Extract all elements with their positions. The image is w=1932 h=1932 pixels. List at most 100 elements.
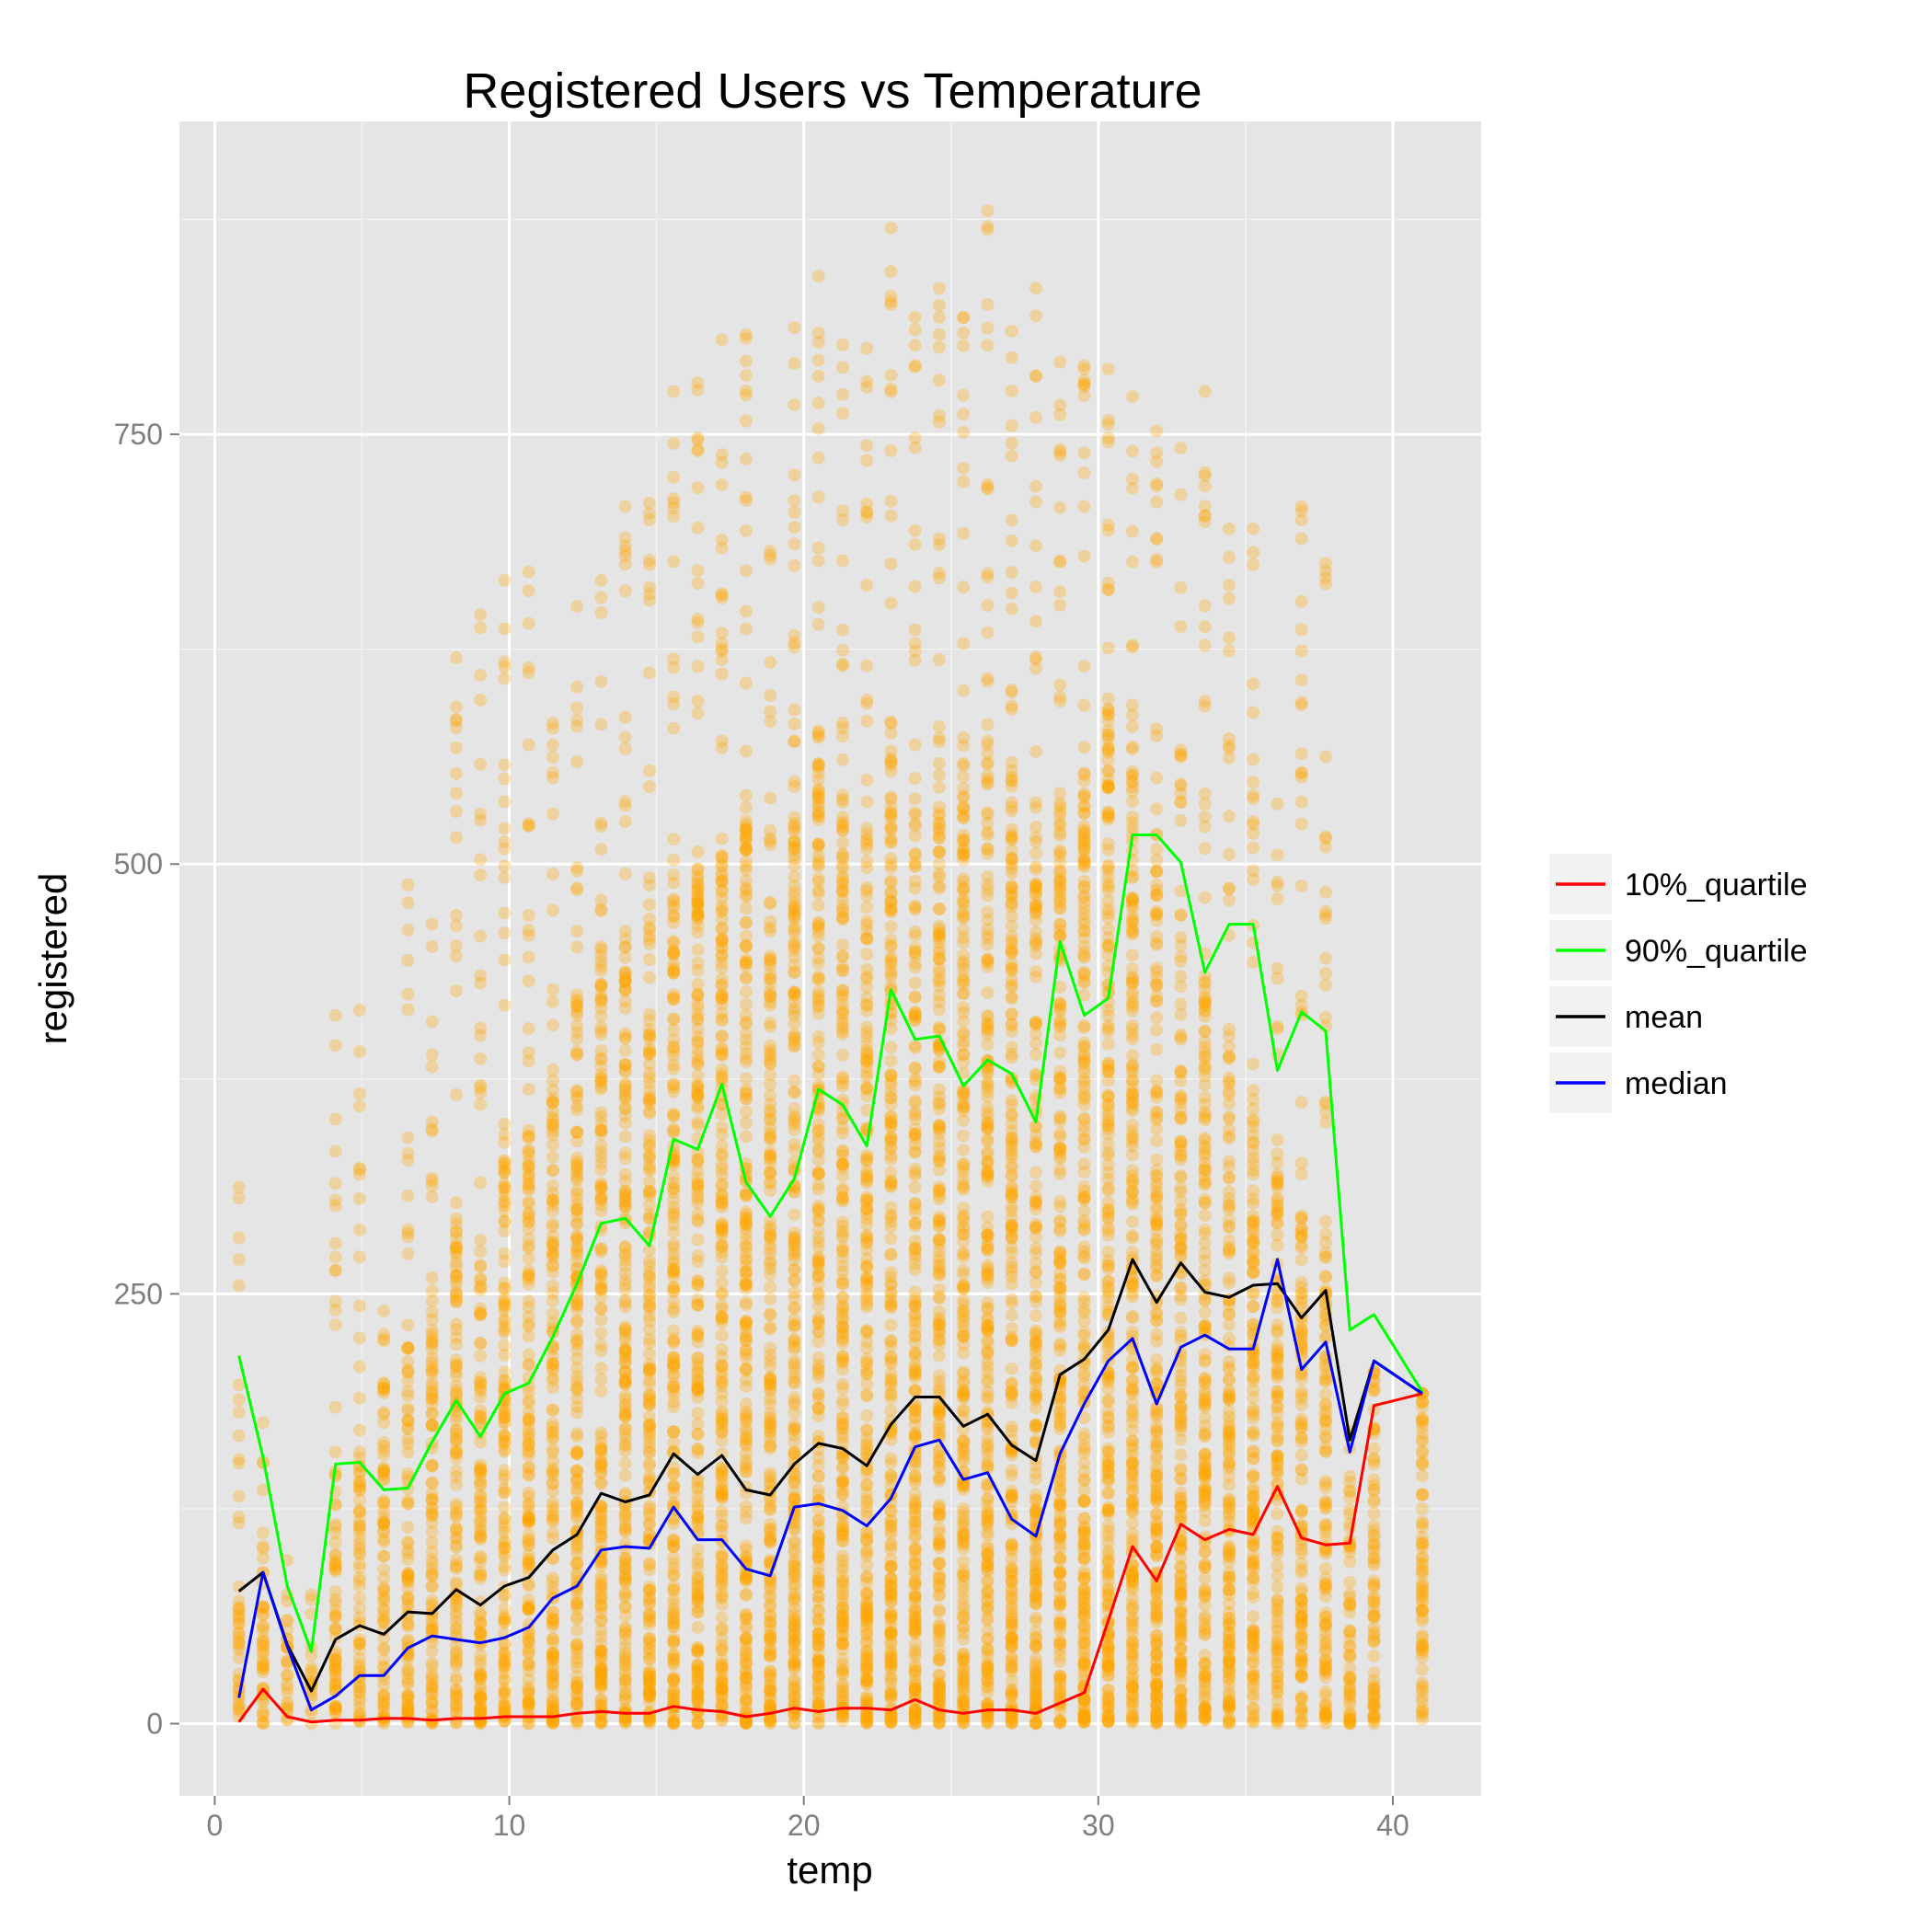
data-point <box>401 1701 415 1715</box>
data-point <box>835 1126 849 1140</box>
data-point <box>498 672 512 685</box>
data-point <box>474 1021 488 1035</box>
data-point <box>932 1102 946 1116</box>
data-point <box>667 1023 681 1037</box>
data-point <box>715 1276 729 1290</box>
data-point <box>908 990 922 1004</box>
data-point <box>788 843 801 857</box>
minor-gridlines <box>179 121 1481 1796</box>
data-point <box>691 1164 705 1178</box>
data-point <box>594 1269 608 1282</box>
data-point <box>715 1411 729 1425</box>
data-point <box>642 1607 656 1621</box>
data-point <box>957 800 971 814</box>
data-point <box>377 1497 391 1511</box>
data-point <box>522 1132 535 1145</box>
data-point <box>811 1118 825 1132</box>
data-point <box>594 1521 608 1535</box>
data-point <box>232 1456 246 1470</box>
data-point <box>377 1678 391 1692</box>
data-point <box>908 738 922 752</box>
data-point <box>908 1162 922 1176</box>
data-point <box>667 1395 681 1409</box>
data-point <box>425 1379 439 1393</box>
data-point <box>232 1627 246 1640</box>
data-point <box>691 481 705 495</box>
data-point <box>401 1690 415 1704</box>
data-point <box>835 1603 849 1616</box>
data-point <box>764 1608 777 1622</box>
data-point <box>618 1468 632 1482</box>
data-point <box>811 490 825 504</box>
data-point <box>715 1623 729 1637</box>
data-point <box>377 1584 391 1598</box>
data-point <box>522 1697 535 1711</box>
data-point <box>667 555 681 569</box>
data-point <box>281 1681 294 1695</box>
data-point <box>328 1662 342 1675</box>
data-point <box>256 1600 270 1614</box>
data-points <box>232 204 1429 1731</box>
data-point <box>256 1607 270 1621</box>
data-point <box>352 1465 366 1478</box>
data-point <box>908 1487 922 1501</box>
data-point <box>425 1515 439 1529</box>
data-point <box>908 1336 922 1350</box>
data-point <box>835 554 849 568</box>
data-point <box>232 1626 246 1639</box>
data-point <box>546 1432 559 1446</box>
data-point <box>908 772 922 786</box>
data-point <box>594 1442 608 1455</box>
data-point <box>788 494 801 508</box>
data-point <box>522 974 535 988</box>
data-point <box>835 1350 849 1363</box>
data-point <box>328 1699 342 1713</box>
data-point <box>764 1425 777 1439</box>
data-point <box>618 799 632 812</box>
data-point <box>811 1400 825 1414</box>
data-point <box>957 462 971 476</box>
data-point <box>715 961 729 975</box>
data-point <box>546 1616 559 1629</box>
data-point <box>522 1635 535 1649</box>
data-point <box>618 815 632 829</box>
data-point <box>715 1196 729 1210</box>
data-point <box>232 1489 246 1503</box>
data-point <box>474 1488 488 1501</box>
data-point <box>739 1334 753 1348</box>
data-point <box>449 1256 463 1270</box>
data-point <box>401 1247 415 1260</box>
data-point <box>860 454 874 467</box>
data-point <box>788 1375 801 1389</box>
data-point <box>328 1678 342 1692</box>
data-point <box>642 898 656 912</box>
data-point <box>449 1246 463 1259</box>
data-point <box>522 1301 535 1315</box>
data-point <box>932 902 946 915</box>
data-point <box>860 1357 874 1371</box>
data-point <box>425 1360 439 1374</box>
data-point <box>715 1240 729 1254</box>
data-point <box>811 1130 825 1144</box>
data-point <box>788 1208 801 1222</box>
data-point <box>352 1532 366 1546</box>
data-point <box>957 1099 971 1113</box>
data-point <box>691 1552 705 1566</box>
data-point <box>667 853 681 867</box>
data-point <box>425 1392 439 1406</box>
data-point <box>377 1535 391 1548</box>
data-point <box>352 1700 366 1714</box>
data-point <box>377 1643 391 1657</box>
data-point <box>835 1578 849 1592</box>
data-point <box>908 637 922 650</box>
data-point <box>764 1148 777 1162</box>
data-point <box>618 1524 632 1537</box>
data-point <box>860 918 874 932</box>
data-point <box>401 1354 415 1368</box>
data-point <box>498 1612 512 1626</box>
data-point <box>522 1432 535 1446</box>
data-point <box>642 1419 656 1432</box>
data-point <box>377 1583 391 1597</box>
data-point <box>352 1478 366 1492</box>
data-point <box>764 1280 777 1294</box>
